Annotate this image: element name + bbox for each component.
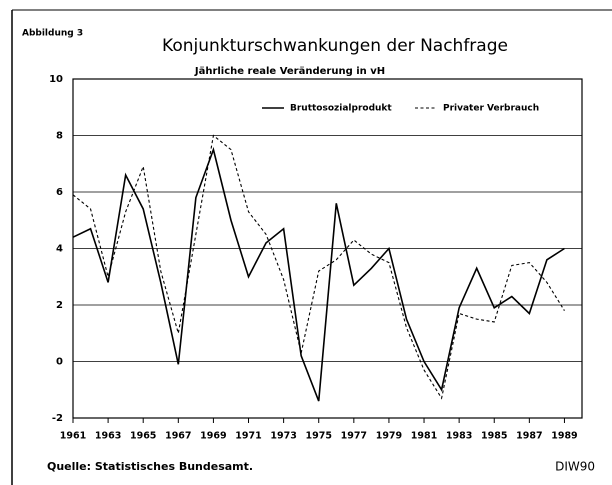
x-tick-label: 1987 [516,431,542,442]
legend-label: Bruttosozialprodukt [290,104,392,114]
chart-title: Konjunkturschwankungen der Nachfrage [162,36,508,56]
x-tick-label: 1983 [446,431,472,442]
line-series [72,146,565,402]
y-tick-label: -2 [52,413,63,424]
x-tick-label: 1969 [200,431,226,442]
x-tick-label: 1977 [341,431,367,442]
y-tick-label: 0 [56,357,63,368]
x-tick-label: 1979 [376,431,402,442]
x-tick-label: 1963 [95,431,121,442]
y-tick-label: 2 [56,300,63,311]
x-tick-label: 1973 [270,431,296,442]
x-tick-label: 1985 [481,431,507,442]
credit: DIW90 [555,460,595,474]
plot-frame [72,78,583,419]
figure-label: Abbildung 3 [22,29,83,39]
y-tick-label: 10 [49,74,63,85]
y-tick-label: 8 [56,131,63,142]
y-tick-label: 6 [56,187,63,198]
y-tick-label: 4 [56,244,63,255]
x-tick-label: 1975 [305,431,331,442]
x-tick-label: 1971 [235,431,261,442]
line-series [72,134,565,400]
legend-label: Privater Verbrauch [443,104,539,114]
source: Quelle: Statistisches Bundesamt. [47,460,253,473]
x-tick-label: 1989 [551,431,577,442]
x-tick-label: 1961 [60,431,86,442]
x-tick-label: 1965 [130,431,156,442]
x-tick-label: 1981 [411,431,437,442]
x-tick-label: 1967 [165,431,191,442]
chart-subtitle: Jährliche reale Veränderung in vH [194,66,385,77]
